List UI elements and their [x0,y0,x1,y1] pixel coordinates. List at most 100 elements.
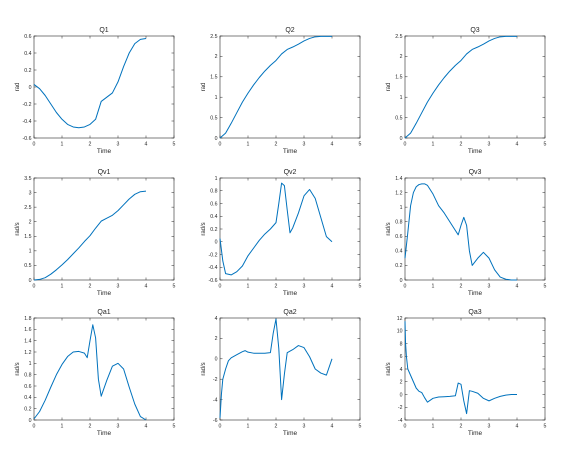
subplot-qv1: 0 1 2 3 4 5 0 0.5 1 1.5 2 2.5 3 3.5 Qv1 Time rad/s [15,169,176,297]
y-tick-label: -2 [398,405,403,411]
chart-title: Qa1 [97,309,110,316]
y-tick-label: 0.8 [395,220,402,226]
subplot-qa2: 0 1 2 3 4 5 -6 -4 -2 0 2 4 Qa2 Time rad/s [201,309,362,437]
y-tick-label: 1 [29,361,32,367]
x-tick-label: 1 [432,142,435,148]
x-tick-label: 4 [145,142,148,148]
x-tick-label: 0 [33,284,36,290]
y-tick-label: 0.8 [210,189,217,195]
x-tick-label: 4 [145,284,148,290]
x-tick-label: 1 [61,424,64,430]
x-axis-label: Time [468,148,483,155]
series-line [33,324,147,421]
x-tick-label: 1 [432,284,435,290]
chart-title: Qv2 [284,169,297,176]
y-tick-label: 1.5 [24,234,31,240]
y-tick-label: 0 [215,136,218,142]
y-tick-label: 2.5 [24,205,31,211]
x-axis-label: Time [97,430,112,437]
x-axis-label: Time [283,148,298,155]
y-tick-label: 2 [29,220,32,226]
y-axis-label: rad/s [386,222,392,235]
subplot-q2: 0 1 2 3 4 5 0 0.5 1 1.5 2 2.5 Q2 Time rad [201,27,362,155]
y-tick-label: 0 [215,240,218,246]
series-line [219,182,333,276]
x-tick-label: 2 [460,284,463,290]
y-tick-label: 8 [400,341,403,347]
y-tick-label: -0.4 [23,119,32,125]
x-tick-label: 4 [516,142,519,148]
y-tick-label: 1 [400,95,403,101]
x-tick-label: 0 [219,424,222,430]
x-tick-label: 5 [173,424,176,430]
y-tick-label: 0.2 [395,263,402,269]
x-tick-label: 3 [117,284,120,290]
axes-box [404,35,546,139]
chart-title: Q2 [285,27,294,34]
y-tick-label: 2 [400,380,403,386]
x-tick-label: 5 [544,142,547,148]
x-tick-label: 1 [247,142,250,148]
subplot-qv3: 0 1 2 3 4 5 0 0.2 0.4 0.6 0.8 1 1.2 1.4 Qv3 Time rad/s [386,169,547,297]
x-axis-label: Time [283,290,298,297]
x-tick-label: 5 [173,284,176,290]
series-line [219,35,332,139]
y-tick-label: 0.4 [210,214,217,220]
x-tick-label: 0 [33,424,36,430]
x-tick-label: 2 [275,284,278,290]
x-tick-label: 1 [61,284,64,290]
x-tick-label: 1 [61,142,64,148]
x-tick-label: 3 [303,284,306,290]
axes-box [33,177,175,281]
y-tick-label: 1.8 [24,316,31,322]
y-tick-label: 1.4 [395,176,402,182]
y-axis-label: rad/s [15,362,21,375]
y-tick-label: -2 [213,377,218,383]
y-axis-label: rad/s [15,222,21,235]
y-tick-label: 0.6 [395,234,402,240]
x-tick-label: 5 [544,284,547,290]
y-tick-label: 10 [397,329,403,335]
y-tick-label: 1.5 [395,75,402,81]
x-tick-label: 1 [247,284,250,290]
x-axis-label: Time [283,430,298,437]
y-tick-label: -0.2 [23,102,32,108]
x-tick-label: 4 [331,424,334,430]
series-line [404,321,517,415]
series-line [33,190,147,281]
y-tick-label: 0.2 [210,227,217,233]
x-tick-label: 2 [89,284,92,290]
y-tick-label: 0 [400,278,403,284]
y-tick-label: 1 [215,176,218,182]
axes-box [33,35,175,139]
x-tick-label: 2 [275,424,278,430]
y-tick-label: 0.4 [395,249,402,255]
y-tick-label: 0 [400,136,403,142]
x-tick-label: 2 [275,142,278,148]
chart-title: Q1 [99,27,108,34]
x-tick-label: 5 [173,142,176,148]
y-tick-label: 0 [215,357,218,363]
y-tick-label: 0 [29,418,32,424]
y-tick-label: 2 [215,336,218,342]
y-tick-label: 0.6 [24,34,31,40]
chart-title: Qv3 [469,169,482,176]
subplot-q3: 0 1 2 3 4 5 0 0.5 1 1.5 2 2.5 Q3 Time rad [386,27,547,155]
y-tick-label: 1 [215,95,218,101]
y-tick-label: 0.2 [24,406,31,412]
series-line [33,38,147,129]
y-axis-label: rad/s [386,362,392,375]
x-tick-label: 3 [488,284,491,290]
y-tick-label: 2 [400,54,403,60]
y-tick-label: 1.4 [24,338,31,344]
y-axis-label: rad/s [201,222,207,235]
y-tick-label: 1.2 [24,350,31,356]
y-tick-label: 0.5 [24,263,31,269]
y-tick-label: 1.5 [210,75,217,81]
series-line [219,318,333,418]
x-tick-label: 3 [117,142,120,148]
x-tick-label: 2 [460,424,463,430]
y-tick-label: -0.6 [209,278,218,284]
x-tick-label: 1 [432,424,435,430]
x-tick-label: 0 [404,424,407,430]
